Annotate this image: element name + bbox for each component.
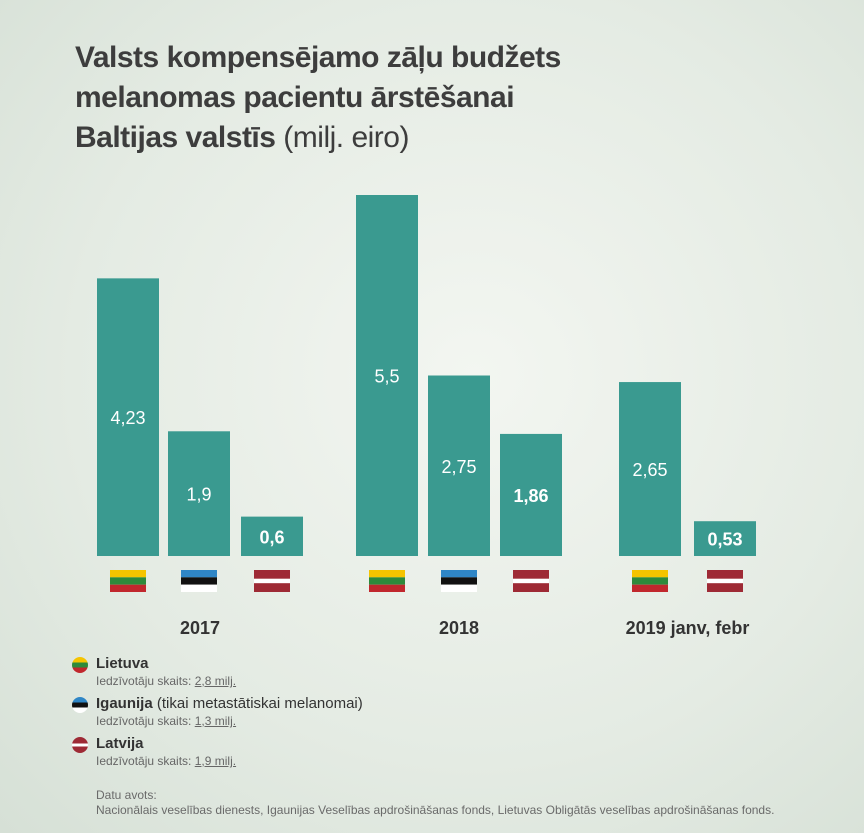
bar-latvia (500, 433, 562, 556)
lithuania-flag-icon (72, 657, 88, 673)
lithuania-flag-stripe (110, 584, 146, 592)
estonia-flag-icon (181, 570, 217, 578)
estonia-flag-stripe (441, 584, 477, 592)
estonia-flag-stripe (441, 577, 477, 585)
group-label: 2018 (439, 618, 479, 638)
latvia-flag-stripe (254, 578, 290, 584)
bar-value-label: 5,5 (374, 367, 399, 387)
latvia-flag-stripe (254, 583, 290, 592)
legend-name: Latvija (96, 735, 144, 752)
source-heading: Datu avots: (96, 788, 157, 802)
lithuania-flag-icon (110, 570, 146, 578)
lithuania-flag-icon (369, 570, 405, 578)
latvia-flag-stripe (513, 578, 549, 584)
lithuania-flag-stripe (110, 577, 146, 585)
estonia-flag-stripe (181, 584, 217, 592)
lithuania-flag-stripe (369, 577, 405, 585)
estonia-flag-icon (72, 697, 88, 713)
data-source: Datu avots: Nacionālais veselības dienes… (96, 788, 774, 818)
latvia-flag-stripe (707, 578, 743, 584)
title-line-2: melanomas pacientu ārstēšanai (75, 81, 515, 114)
estonia-flag-stripe (181, 577, 217, 585)
bar-value-label: 2,65 (632, 460, 667, 480)
latvia-flag-icon (72, 737, 88, 753)
title-unit: (milj. eiro) (283, 121, 409, 154)
legend-pop-value: 1,9 milj. (194, 754, 237, 768)
group-label: 2017 (180, 618, 220, 638)
latvia-flag-icon (254, 570, 290, 579)
latvia-flag-stripe (513, 583, 549, 592)
legend-item-igaunija: Igaunija (tikai metastātiskai melanomai)… (72, 695, 363, 729)
lithuania-flag-stripe (632, 577, 668, 585)
lithuania-flag-icon (632, 570, 668, 578)
legend: Lietuva Iedzīvotāju skaits: 2,8 milj. Ig… (72, 655, 363, 775)
title-line-3: Baltijas valstīs (75, 121, 276, 154)
latvia-flag-icon (513, 570, 549, 579)
legend-pop-label: Iedzīvotāju skaits: (96, 754, 192, 768)
bar-latvia (241, 516, 303, 556)
title-line-1: Valsts kompensējamo zāļu budžets (75, 41, 561, 74)
legend-name: Lietuva (96, 655, 149, 672)
chart-title: Valsts kompensējamo zāļu budžets melanom… (75, 38, 561, 158)
source-text: Nacionālais veselības dienests, Igaunija… (96, 803, 775, 817)
latvia-flag-icon (707, 570, 743, 579)
bar-chart: 4,23 1,9 0,6 2017 5,5 2,75 1,86 2018 2,65 0,53 201… (97, 195, 756, 638)
bar-value-label: 1,9 (186, 485, 211, 505)
legend-pop-label: Iedzīvotāju skaits: (96, 714, 192, 728)
bar-value-label: 0,53 (707, 530, 742, 550)
lithuania-flag-stripe (369, 584, 405, 592)
group-label: 2019 janv, febr (626, 618, 750, 638)
estonia-flag-icon (441, 570, 477, 578)
latvia-flag-stripe (707, 583, 743, 592)
legend-pop-value: 1,3 milj. (194, 714, 237, 728)
bar-value-label: 4,23 (110, 408, 145, 428)
bar-lithuania (356, 195, 418, 556)
lithuania-flag-stripe (632, 584, 668, 592)
legend-note: (tikai metastātiskai melanomai) (156, 695, 363, 712)
bar-lithuania (619, 382, 681, 556)
bar-estonia (168, 431, 230, 556)
bar-latvia (694, 521, 756, 556)
bar-estonia (428, 375, 490, 556)
legend-pop-value: 2,8 milj. (194, 674, 237, 688)
bar-lithuania (97, 278, 159, 556)
legend-item-latvija: Latvija Iedzīvotāju skaits: 1,9 milj. (72, 735, 363, 769)
bar-value-label: 0,6 (259, 527, 284, 547)
legend-item-lietuva: Lietuva Iedzīvotāju skaits: 2,8 milj. (72, 655, 363, 689)
legend-pop-label: Iedzīvotāju skaits: (96, 674, 192, 688)
bar-value-label: 2,75 (441, 457, 476, 477)
legend-name: Igaunija (96, 695, 153, 712)
bar-value-label: 1,86 (513, 486, 548, 506)
